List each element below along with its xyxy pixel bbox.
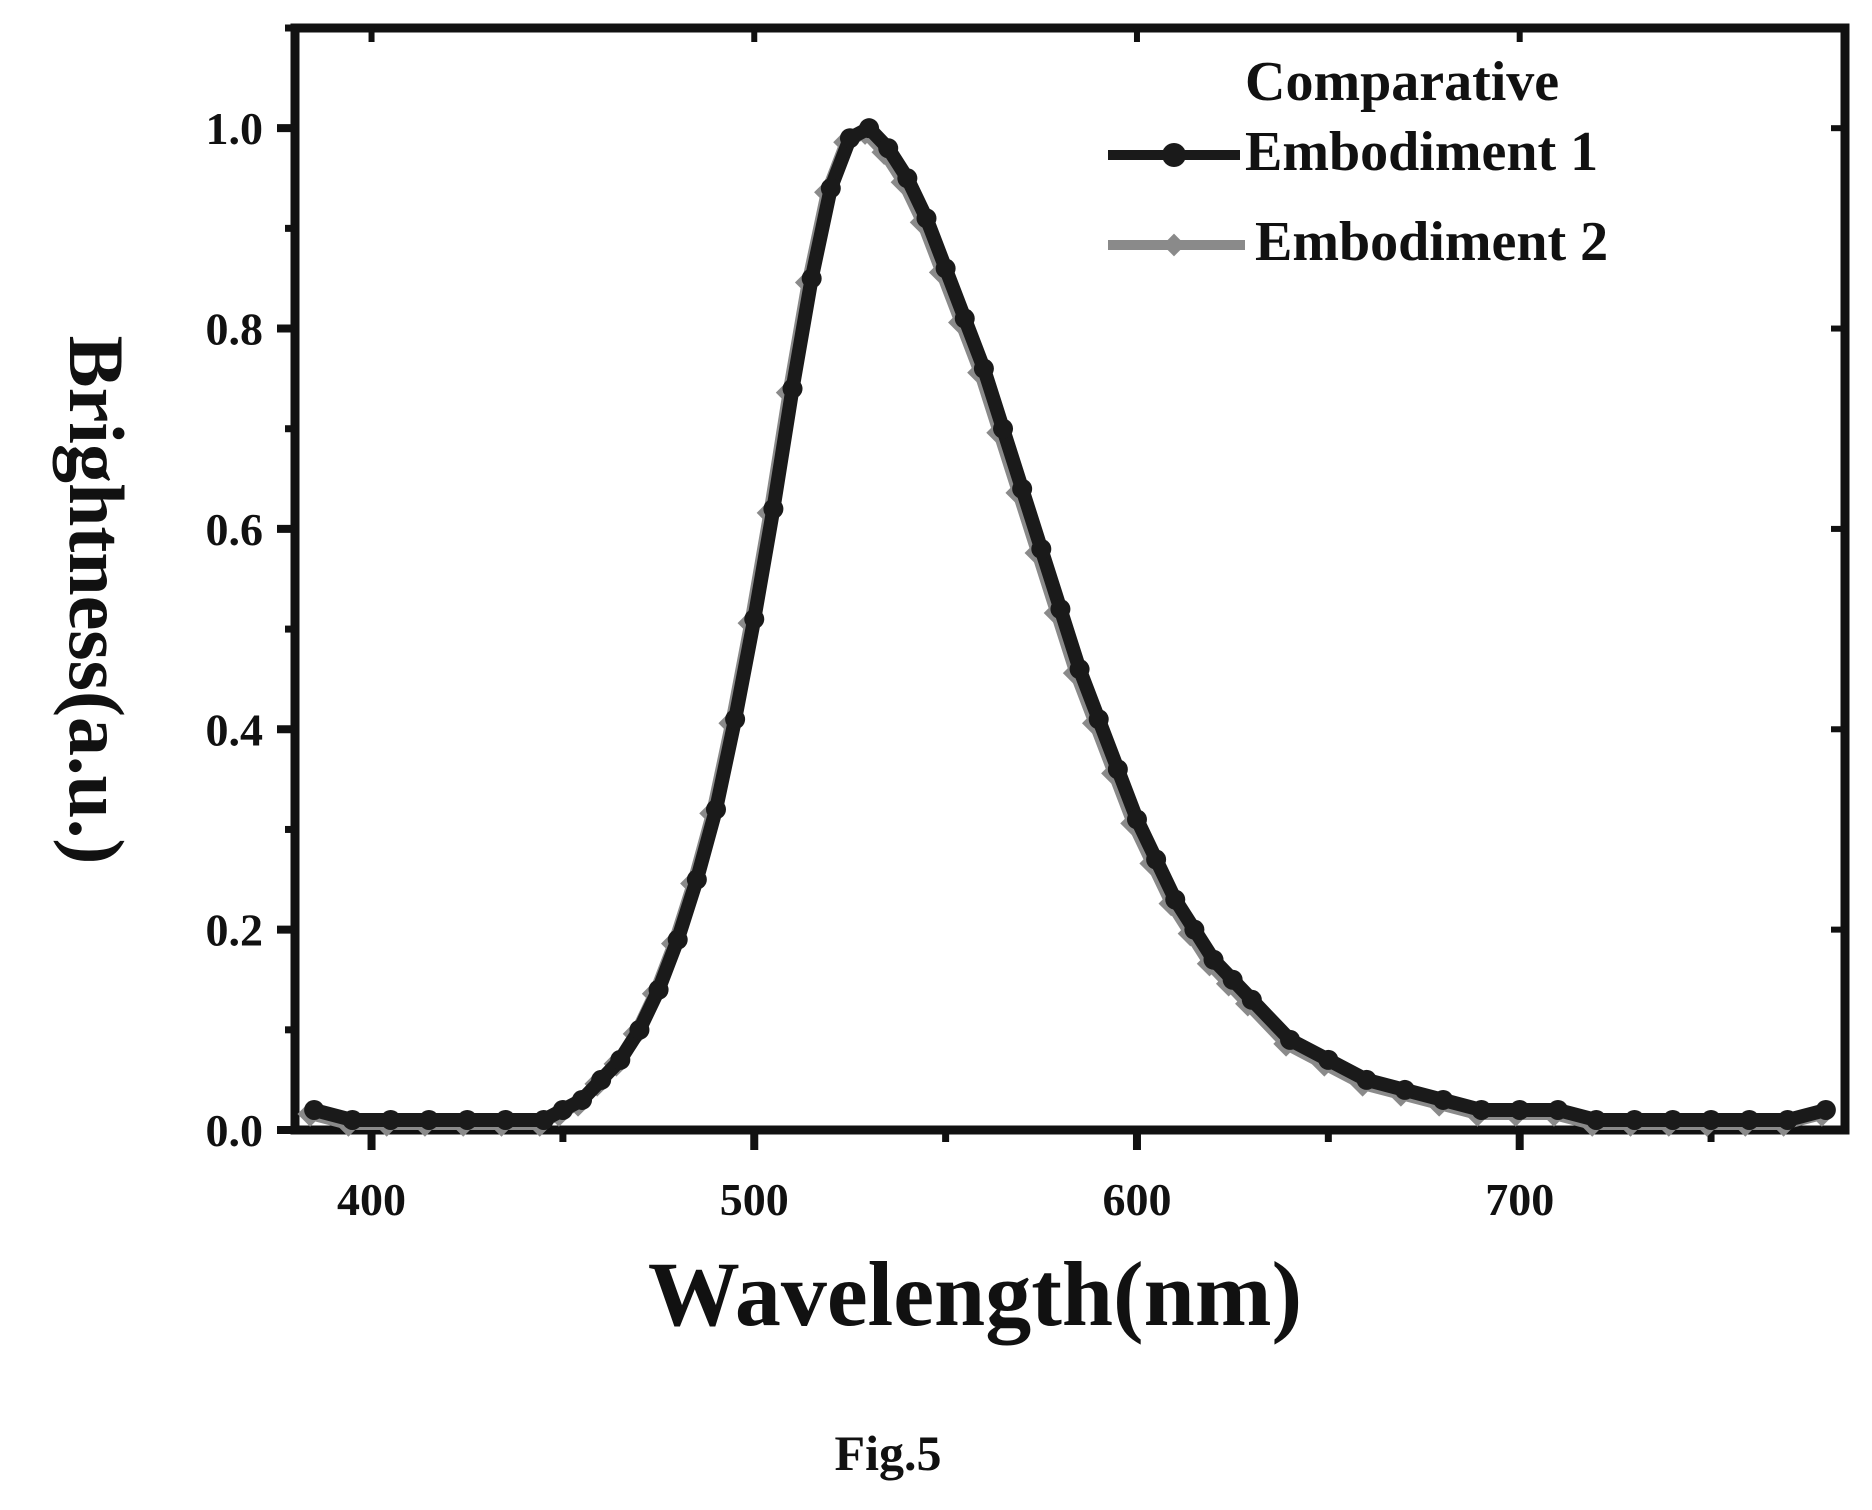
data-point — [820, 178, 841, 199]
data-point — [1662, 1109, 1683, 1130]
legend-label-series-2: Embodiment 2 — [1255, 211, 1608, 273]
data-point — [1146, 849, 1167, 870]
data-point — [878, 138, 899, 159]
data-point — [1586, 1109, 1607, 1130]
data-point — [667, 929, 688, 950]
y-tick-label: 0.2 — [206, 905, 264, 956]
y-tick-label: 0.8 — [206, 304, 264, 355]
data-point — [457, 1109, 478, 1130]
data-point — [1471, 1099, 1492, 1120]
data-point — [1165, 889, 1186, 910]
legend-marker-series-1 — [1162, 143, 1186, 167]
data-point — [1012, 478, 1033, 499]
data-point — [304, 1099, 325, 1120]
data-point — [1701, 1109, 1722, 1130]
data-point — [533, 1109, 554, 1130]
data-point — [782, 378, 803, 399]
data-point — [1241, 989, 1262, 1010]
legend: Comparative Embodiment 1 Embodiment 2 — [1108, 51, 1608, 273]
x-tick-label: 400 — [337, 1174, 406, 1225]
data-point — [1777, 1109, 1798, 1130]
data-point — [1050, 599, 1071, 620]
data-point — [1394, 1079, 1415, 1100]
data-point — [801, 268, 822, 289]
data-point — [380, 1109, 401, 1130]
data-point — [686, 869, 707, 890]
y-tick-label: 0.4 — [206, 704, 264, 755]
data-point — [1031, 538, 1052, 559]
series-line — [312, 121, 1828, 1127]
data-point — [1088, 709, 1109, 730]
x-axis-title: Wavelength(nm) — [648, 1243, 1302, 1345]
y-tick-label: 0.0 — [206, 1105, 264, 1156]
data-point — [1126, 809, 1147, 830]
y-tick-label: 0.6 — [206, 504, 264, 555]
data-point — [725, 709, 746, 730]
data-point — [342, 1109, 363, 1130]
y-tick-label: 1.0 — [206, 103, 264, 154]
data-point — [705, 799, 726, 820]
x-tick-label: 500 — [720, 1174, 789, 1225]
data-point — [744, 609, 765, 630]
data-point — [763, 498, 784, 519]
data-point — [935, 258, 956, 279]
data-point — [1184, 919, 1205, 940]
data-point — [418, 1109, 439, 1130]
data-point — [610, 1049, 631, 1070]
data-point — [859, 118, 880, 139]
data-point — [954, 308, 975, 329]
data-point — [1280, 1029, 1301, 1050]
series-1 — [304, 118, 1836, 1130]
figure-caption: Fig.5 — [835, 1425, 942, 1481]
data-point — [1318, 1049, 1339, 1070]
data-point — [1815, 1099, 1836, 1120]
data-point — [1069, 659, 1090, 680]
data-point — [839, 128, 860, 149]
data-point — [1739, 1109, 1760, 1130]
y-axis-title: Brightness(a.u.) — [53, 336, 140, 865]
data-point — [1203, 949, 1224, 970]
data-point — [1222, 969, 1243, 990]
data-point — [1356, 1069, 1377, 1090]
data-point — [552, 1099, 573, 1120]
plot-frame — [290, 23, 1850, 1135]
legend-label-series-1: Embodiment 1 — [1245, 121, 1598, 183]
axes: 400 500 600 700 0.0 0.2 0.4 0.6 0.8 1.0 — [206, 23, 1850, 1225]
data-point — [1107, 759, 1128, 780]
data-point — [916, 208, 937, 229]
data-point — [648, 979, 669, 1000]
data-point — [629, 1019, 650, 1040]
legend-label-line1: Comparative — [1245, 51, 1559, 113]
data-point — [591, 1069, 612, 1090]
data-point — [993, 418, 1014, 439]
x-tick-label: 700 — [1485, 1174, 1554, 1225]
data-point — [1509, 1099, 1530, 1120]
legend-marker-series-2 — [1162, 233, 1186, 257]
data-point — [495, 1109, 516, 1130]
data-point — [1433, 1089, 1454, 1110]
x-tick-label: 600 — [1102, 1174, 1171, 1225]
data-point — [973, 358, 994, 379]
data-point — [1547, 1099, 1568, 1120]
data-point — [1624, 1109, 1645, 1130]
data-point — [572, 1089, 593, 1110]
data-point — [897, 168, 918, 189]
